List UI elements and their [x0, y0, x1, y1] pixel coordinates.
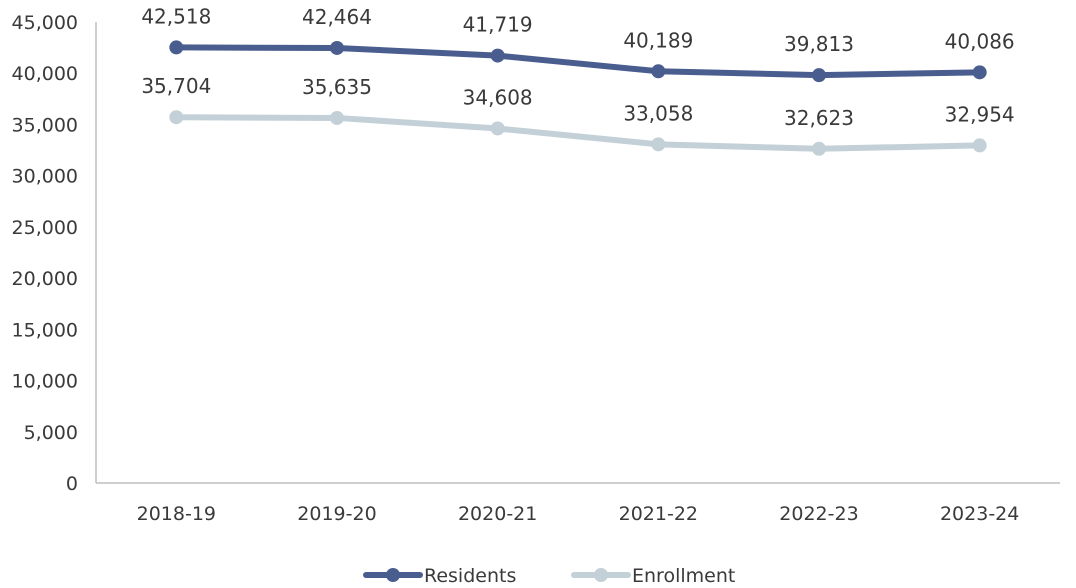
- y-tick-label: 15,000: [12, 319, 78, 341]
- y-axis-ticks: 0 5,000 10,000 15,000 20,000 25,000 30,000 35,0…: [12, 12, 78, 495]
- y-tick-label: 40,000: [12, 63, 78, 85]
- y-tick-label: 10,000: [12, 371, 78, 393]
- data-label: 33,058: [623, 101, 693, 125]
- x-tick-label: 2019-20: [297, 503, 376, 525]
- series-residents: 42,518 42,464 41,719 40,189 39,813 40,086: [141, 4, 1015, 83]
- data-label: 35,704: [141, 74, 211, 98]
- data-point: [169, 40, 184, 55]
- data-point: [490, 121, 505, 136]
- data-point: [330, 110, 344, 125]
- legend-swatch-marker: [386, 568, 400, 582]
- data-point: [169, 110, 184, 125]
- y-tick-label: 20,000: [12, 268, 78, 290]
- data-label: 32,623: [784, 106, 854, 130]
- legend-label: Enrollment: [632, 565, 735, 587]
- series-line: [173, 114, 983, 152]
- y-tick-label: 0: [66, 473, 78, 495]
- x-tick-label: 2020-21: [458, 503, 537, 525]
- data-label: 35,635: [302, 75, 372, 99]
- data-point: [972, 138, 987, 153]
- data-label: 40,189: [623, 28, 693, 52]
- data-label: 42,464: [302, 5, 372, 29]
- data-point: [651, 64, 666, 79]
- series-layer: 42,518 42,464 41,719 40,189 39,813 40,086 35,7…: [141, 4, 1015, 156]
- y-tick-label: 30,000: [12, 166, 78, 188]
- x-axis-ticks: 2018-19 2019-20 2020-21 2021-22 2022-23 2023-…: [137, 503, 1020, 525]
- data-label: 42,518: [141, 4, 211, 28]
- data-label: 40,086: [945, 29, 1015, 53]
- y-tick-label: 5,000: [24, 422, 78, 444]
- legend-label: Residents: [424, 565, 516, 587]
- series-line: [173, 44, 983, 79]
- y-tick-label: 35,000: [12, 114, 78, 136]
- data-point: [651, 137, 666, 152]
- legend-item-residents: Residents: [363, 565, 516, 587]
- data-label: 32,954: [945, 102, 1015, 126]
- legend-item-enrollment: Enrollment: [571, 565, 735, 587]
- data-point: [812, 68, 826, 83]
- data-label: 41,719: [463, 13, 533, 37]
- x-tick-label: 2022-23: [779, 503, 858, 525]
- data-label: 34,608: [463, 85, 533, 109]
- legend-swatch-marker: [594, 568, 608, 582]
- data-label: 39,813: [784, 32, 854, 56]
- x-tick-label: 2023-24: [940, 503, 1019, 525]
- data-point: [330, 40, 344, 55]
- y-tick-label: 25,000: [12, 217, 78, 239]
- x-tick-label: 2021-22: [619, 503, 698, 525]
- data-point: [490, 48, 505, 63]
- series-enrollment: 35,704 35,635 34,608 33,058 32,623 32,954: [141, 74, 1015, 156]
- data-point: [812, 141, 826, 156]
- data-point: [972, 65, 987, 80]
- legend: Residents Enrollment: [363, 565, 735, 587]
- y-tick-label: 45,000: [12, 12, 78, 34]
- x-tick-label: 2018-19: [137, 503, 216, 525]
